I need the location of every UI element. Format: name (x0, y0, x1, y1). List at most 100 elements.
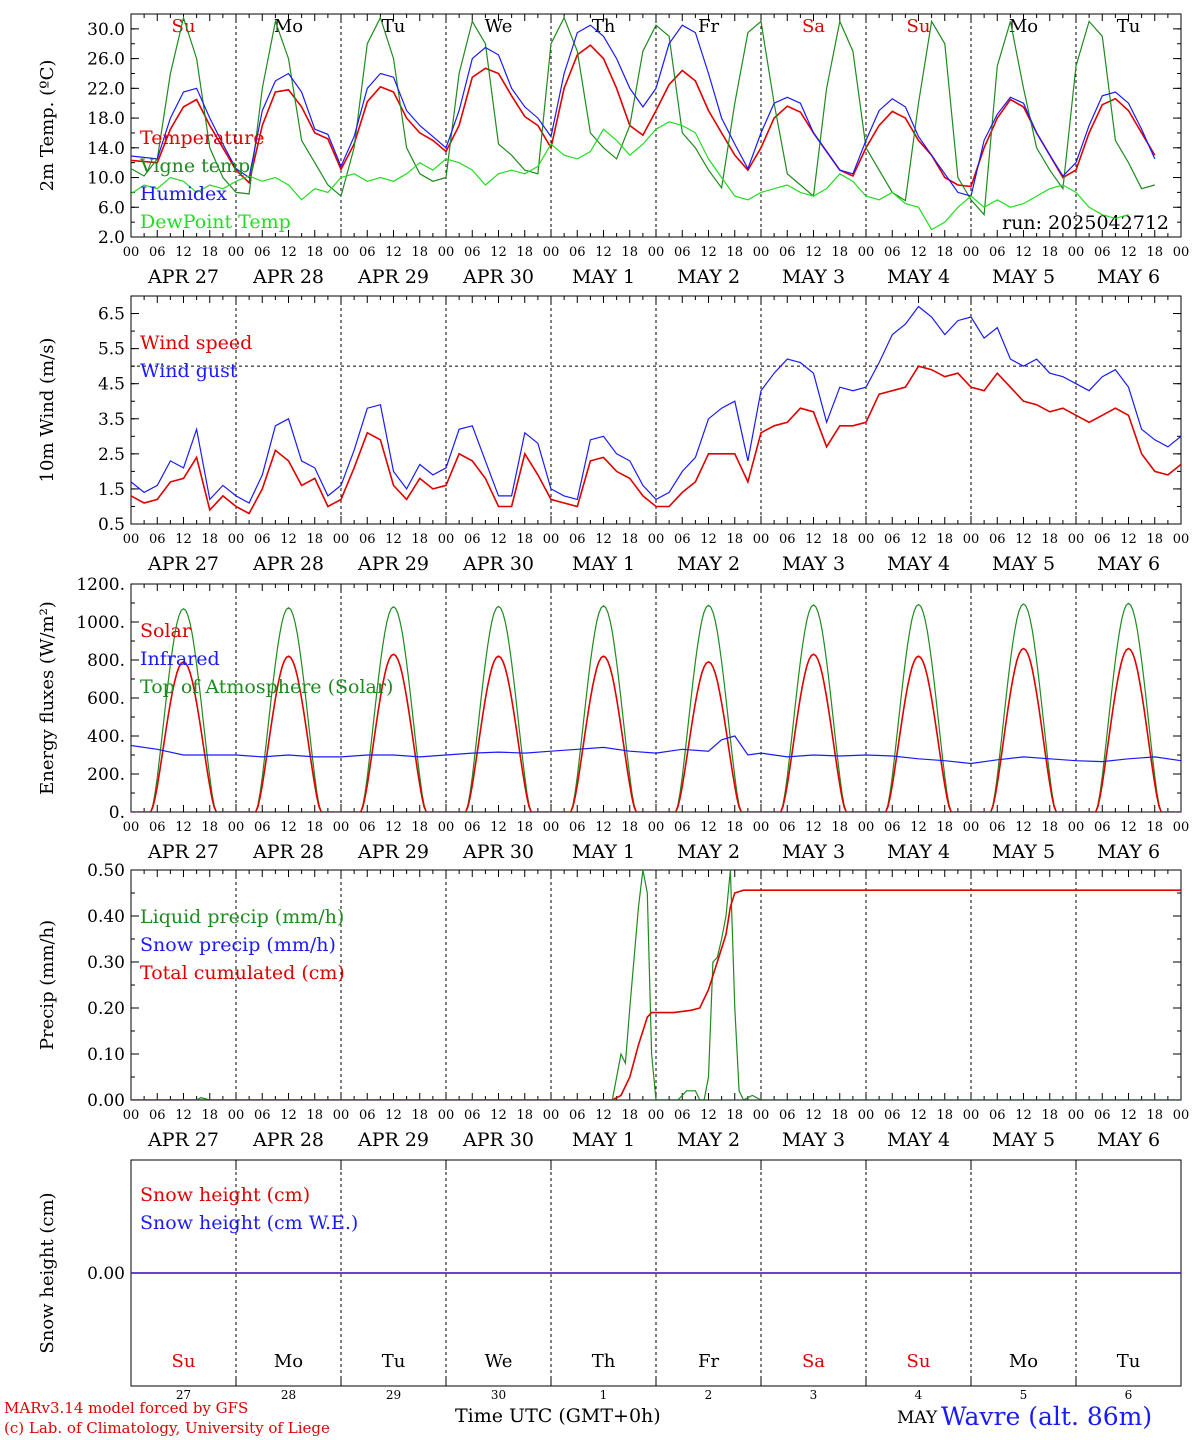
legend-entry: Wind speed (140, 332, 252, 354)
x-hour-label: 18 (516, 245, 533, 260)
x-hour-label: 06 (884, 532, 901, 547)
x-date-label: MAY 5 (992, 841, 1055, 863)
x-hour-label: 12 (280, 532, 297, 547)
x-date-label: MAY 1 (572, 1129, 635, 1151)
x-date-label: MAY 5 (992, 1129, 1055, 1151)
weekday-label: Th (592, 16, 616, 37)
x-hour-label: 00 (333, 532, 350, 547)
x-hour-label: 00 (1068, 245, 1085, 260)
x-hour-label: 00 (228, 1108, 245, 1123)
x-hour-label: 00 (228, 820, 245, 835)
x-hour-label: 06 (254, 532, 271, 547)
x-date-label: APR 30 (462, 841, 534, 863)
y-axis-label: 2m Temp. (ºC) (37, 60, 58, 192)
weekday-label: Su (172, 16, 196, 37)
x-day-number: 5 (1020, 1388, 1028, 1402)
y-tick-label: 0.00 (87, 1264, 125, 1284)
x-hour-label: 00 (1173, 245, 1190, 260)
x-hour-label: 00 (123, 532, 140, 547)
x-date-label: APR 27 (147, 266, 219, 288)
x-date-label: APR 29 (357, 1129, 429, 1151)
x-hour-label: 12 (1120, 245, 1137, 260)
x-hour-label: 00 (543, 1108, 560, 1123)
x-hour-label: 00 (1068, 1108, 1085, 1123)
x-hour-label: 12 (595, 820, 612, 835)
x-hour-label: 06 (569, 1108, 586, 1123)
y-tick-label: 1200. (76, 575, 125, 595)
x-date-label: MAY 6 (1097, 841, 1160, 863)
x-hour-label: 12 (1120, 532, 1137, 547)
weekday-label: Sa (802, 16, 825, 37)
x-hour-label: 12 (175, 820, 192, 835)
x-day-number: 28 (281, 1388, 296, 1402)
run-annotation: run: 2025042712 (1002, 212, 1169, 234)
x-hour-label: 12 (1015, 532, 1032, 547)
x-hour-label: 12 (490, 245, 507, 260)
x-hour-label: 12 (595, 245, 612, 260)
x-date-label: MAY 3 (782, 1129, 845, 1151)
y-axis-label: 10m Wind (m/s) (37, 338, 58, 483)
x-day-number: 3 (810, 1388, 818, 1402)
x-hour-label: 18 (516, 532, 533, 547)
x-hour-label: 00 (543, 245, 560, 260)
x-hour-label: 00 (228, 532, 245, 547)
legend-entry: Total cumulated (cm) (140, 962, 345, 984)
y-tick-label: 2.5 (98, 445, 125, 465)
weekday-label: Fr (698, 1351, 719, 1372)
series-humidex (131, 24, 1156, 197)
x-hour-label: 18 (411, 820, 428, 835)
x-hour-label: 18 (201, 245, 218, 260)
x-hour-label: 00 (333, 820, 350, 835)
y-tick-label: 30.0 (87, 20, 125, 40)
series-solar (131, 647, 1181, 812)
model-credit: MARv3.14 model forced by GFS (4, 1399, 249, 1417)
x-hour-label: 06 (884, 245, 901, 260)
x-hour-label: 06 (464, 1108, 481, 1123)
x-hour-label: 06 (779, 245, 796, 260)
y-tick-label: 0.20 (87, 999, 125, 1019)
x-hour-label: 00 (333, 245, 350, 260)
x-hour-label: 18 (621, 820, 638, 835)
x-hour-label: 18 (516, 820, 533, 835)
x-hour-label: 06 (359, 245, 376, 260)
x-hour-label: 18 (726, 1108, 743, 1123)
x-hour-label: 00 (963, 532, 980, 547)
weekday-label: Tu (382, 1351, 406, 1372)
x-date-label: APR 29 (357, 266, 429, 288)
x-date-label: MAY 2 (677, 1129, 740, 1151)
legend-entry: Solar (140, 620, 192, 642)
y-tick-label: 3.5 (98, 410, 125, 430)
x-hour-label: 06 (989, 245, 1006, 260)
x-hour-label: 00 (438, 532, 455, 547)
x-hour-label: 00 (963, 820, 980, 835)
x-hour-label: 12 (490, 1108, 507, 1123)
x-hour-label: 12 (280, 245, 297, 260)
x-day-number: 29 (386, 1388, 401, 1402)
x-date-label: APR 30 (462, 553, 534, 575)
x-hour-label: 06 (674, 1108, 691, 1123)
x-hour-label: 00 (1173, 532, 1190, 547)
x-hour-label: 18 (621, 1108, 638, 1123)
x-hour-label: 00 (963, 245, 980, 260)
x-hour-label: 00 (648, 820, 665, 835)
x-hour-label: 00 (648, 1108, 665, 1123)
x-hour-label: 06 (1094, 820, 1111, 835)
x-hour-label: 12 (910, 245, 927, 260)
series-vigne-temp (131, 15, 1155, 217)
x-hour-label: 12 (910, 532, 927, 547)
x-date-label: MAY 3 (782, 266, 845, 288)
x-date-label: MAY 4 (887, 1129, 950, 1151)
weekday-label: Su (907, 1351, 931, 1372)
x-hour-label: 18 (201, 820, 218, 835)
x-date-label: MAY 4 (887, 266, 950, 288)
weekday-label: Mo (274, 1351, 303, 1372)
x-date-label: APR 29 (357, 841, 429, 863)
y-tick-label: 0.40 (87, 907, 125, 927)
series-dewpoint-temp (131, 121, 1129, 231)
x-hour-label: 00 (228, 245, 245, 260)
y-axis-label: Snow height (cm) (37, 1192, 58, 1353)
x-hour-label: 18 (201, 532, 218, 547)
x-hour-label: 00 (333, 1108, 350, 1123)
y-tick-label: 6.0 (98, 198, 125, 218)
legend-entry: Snow precip (mm/h) (140, 934, 336, 956)
